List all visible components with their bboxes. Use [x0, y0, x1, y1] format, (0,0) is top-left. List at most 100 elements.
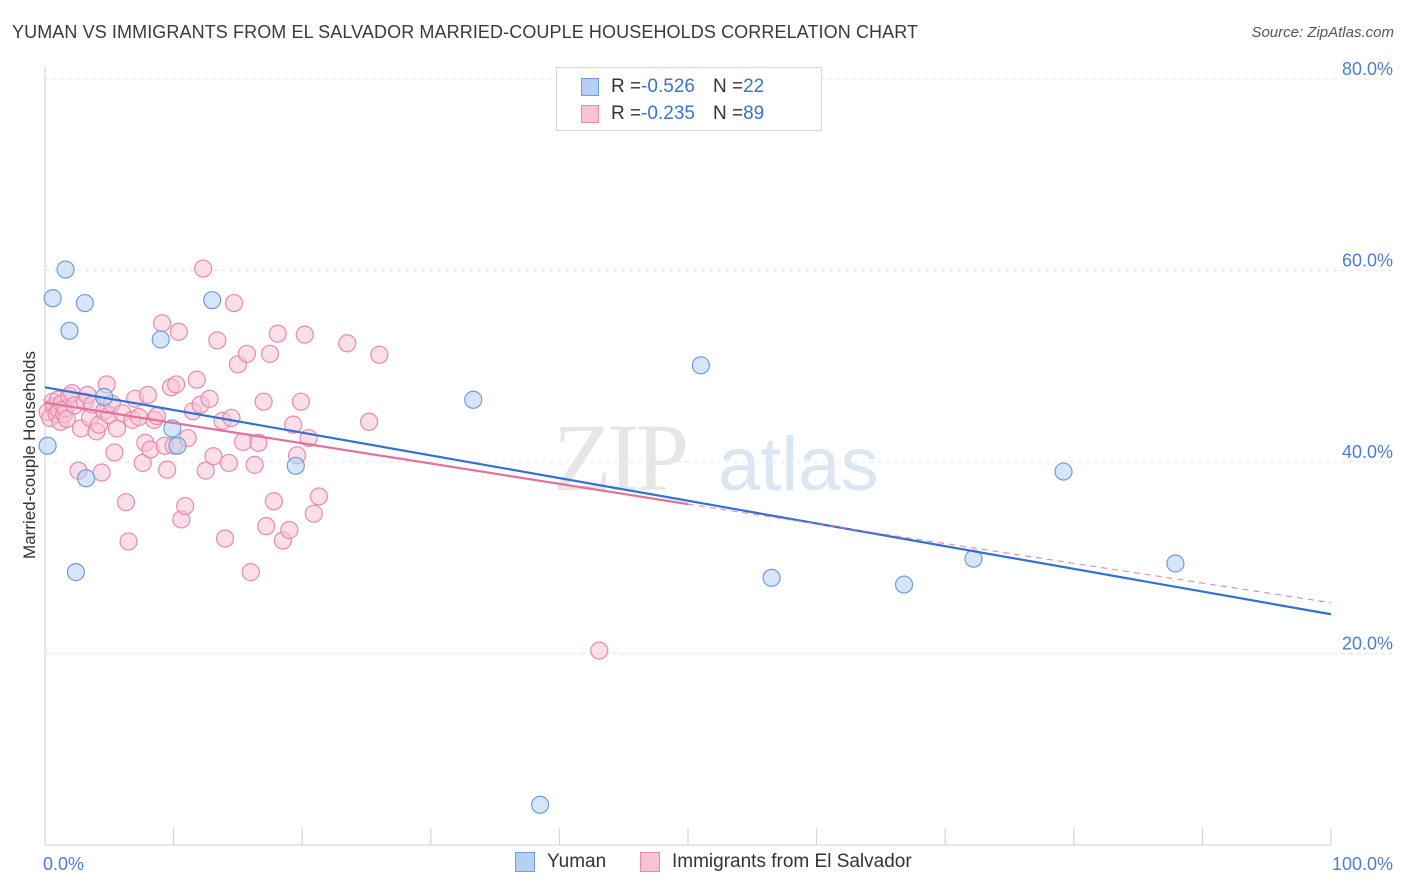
legend-label: Immigrants from El Salvador — [672, 851, 912, 872]
series-legend: Yuman Immigrants from El Salvador — [0, 851, 1406, 877]
salvador-point — [222, 408, 241, 428]
salvador-point — [116, 493, 136, 512]
legend-item-salvador[interactable]: Immigrants from El Salvador — [640, 851, 912, 873]
salvador-point — [200, 389, 219, 408]
salvador-point — [107, 419, 127, 438]
yuman-point — [168, 436, 187, 455]
salvador-point — [284, 415, 303, 434]
salvador-point — [249, 433, 268, 452]
salvador-point — [194, 259, 213, 278]
yuman-point — [1166, 554, 1185, 573]
data-points — [38, 259, 1185, 814]
salvador-point — [105, 443, 124, 462]
salvador-point — [309, 487, 329, 506]
yuman-point — [531, 795, 550, 814]
salvador-point — [254, 392, 273, 411]
salvador-trend-extension — [687, 503, 1332, 604]
trend-lines — [44, 386, 1332, 616]
yuman-point — [286, 456, 305, 475]
stats-legend: R = -0.526 N = 22 R = -0.235 N = 89 — [556, 67, 822, 131]
yuman-swatch — [581, 78, 599, 96]
n-value: 89 — [743, 103, 765, 124]
n-label: N = — [712, 76, 744, 97]
yuman-point — [691, 356, 710, 375]
r-value: -0.526 — [641, 76, 695, 97]
salvador-point — [304, 504, 323, 523]
watermark-zip: ZIP — [553, 404, 686, 511]
legend-item-yuman[interactable]: Yuman — [515, 851, 606, 873]
watermark: ZIP atlas — [553, 404, 879, 511]
salvador-point — [57, 409, 76, 429]
r-label: R = — [611, 103, 642, 124]
y-tick-label: 40.0% — [1342, 442, 1393, 462]
y-tick-label: 20.0% — [1342, 634, 1393, 654]
salvador-point — [204, 447, 223, 466]
yuman-point — [151, 330, 170, 349]
salvador-point — [187, 370, 206, 389]
salvador-point — [92, 463, 111, 482]
salvador-point — [208, 331, 227, 350]
r-value: -0.235 — [641, 103, 695, 124]
watermark-atlas: atlas — [718, 422, 879, 507]
yuman-point — [60, 321, 79, 340]
yuman-trend-line — [44, 386, 1332, 616]
tick-labels: 20.0% 40.0% 60.0% 80.0% 0.0% 100.0% — [43, 59, 1393, 874]
salvador-swatch — [640, 852, 660, 872]
yuman-point — [762, 568, 781, 587]
x-tick-label: 0.0% — [43, 854, 84, 874]
yuman-point — [464, 390, 483, 409]
yuman-point — [56, 260, 75, 279]
salvador-point — [291, 392, 311, 411]
salvador-point — [196, 461, 215, 480]
salvador-point — [268, 324, 287, 343]
salvador-point — [133, 453, 152, 473]
salvador-point — [280, 520, 299, 540]
y-tick-label: 80.0% — [1342, 59, 1393, 79]
salvador-point — [264, 492, 284, 511]
yuman-point — [894, 575, 914, 594]
axes — [44, 66, 1332, 846]
salvador-point — [245, 455, 264, 474]
salvador-point — [260, 344, 280, 363]
salvador-point — [215, 529, 235, 548]
salvador-trend-line — [44, 401, 689, 506]
salvador-point — [167, 375, 186, 394]
salvador-point — [119, 532, 138, 551]
n-value: 22 — [743, 76, 765, 97]
n-label: N = — [712, 103, 744, 124]
salvador-point — [338, 334, 357, 353]
r-label: R = — [611, 76, 642, 97]
y-axis-label: Married-couple Households — [20, 351, 39, 559]
legend-label: Yuman — [547, 851, 607, 872]
salvador-point — [257, 517, 276, 536]
yuman-point — [203, 291, 222, 310]
salvador-point — [138, 385, 157, 405]
x-tick-label: 100.0% — [1332, 854, 1393, 874]
salvador-point — [169, 322, 188, 341]
yuman-point — [66, 563, 85, 582]
salvador-point — [590, 641, 609, 660]
yuman-swatch — [515, 852, 535, 872]
chart-title: YUMAN VS IMMIGRANTS FROM EL SALVADOR MAR… — [12, 22, 919, 42]
yuman-point — [75, 293, 94, 313]
salvador-point — [295, 325, 314, 344]
salvador-point — [224, 293, 244, 313]
salvador-point — [370, 345, 389, 364]
source-label: Source: ZipAtlas.com — [1251, 24, 1394, 41]
salvador-point — [152, 314, 172, 333]
salvador-point — [359, 412, 379, 431]
salvador-point — [158, 460, 177, 479]
y-tick-label: 60.0% — [1342, 251, 1393, 271]
salvador-point — [176, 496, 195, 516]
salvador-swatch — [581, 105, 599, 123]
salvador-point — [241, 563, 260, 582]
salvador-point — [219, 453, 238, 473]
yuman-point — [43, 289, 62, 308]
yuman-point — [1054, 462, 1073, 481]
stats-row-salvador: R = -0.235 N = 89 — [581, 103, 764, 125]
yuman-point — [38, 436, 57, 455]
stats-row-yuman: R = -0.526 N = 22 — [581, 76, 764, 98]
yuman-point — [77, 469, 96, 488]
salvador-point — [237, 344, 257, 363]
